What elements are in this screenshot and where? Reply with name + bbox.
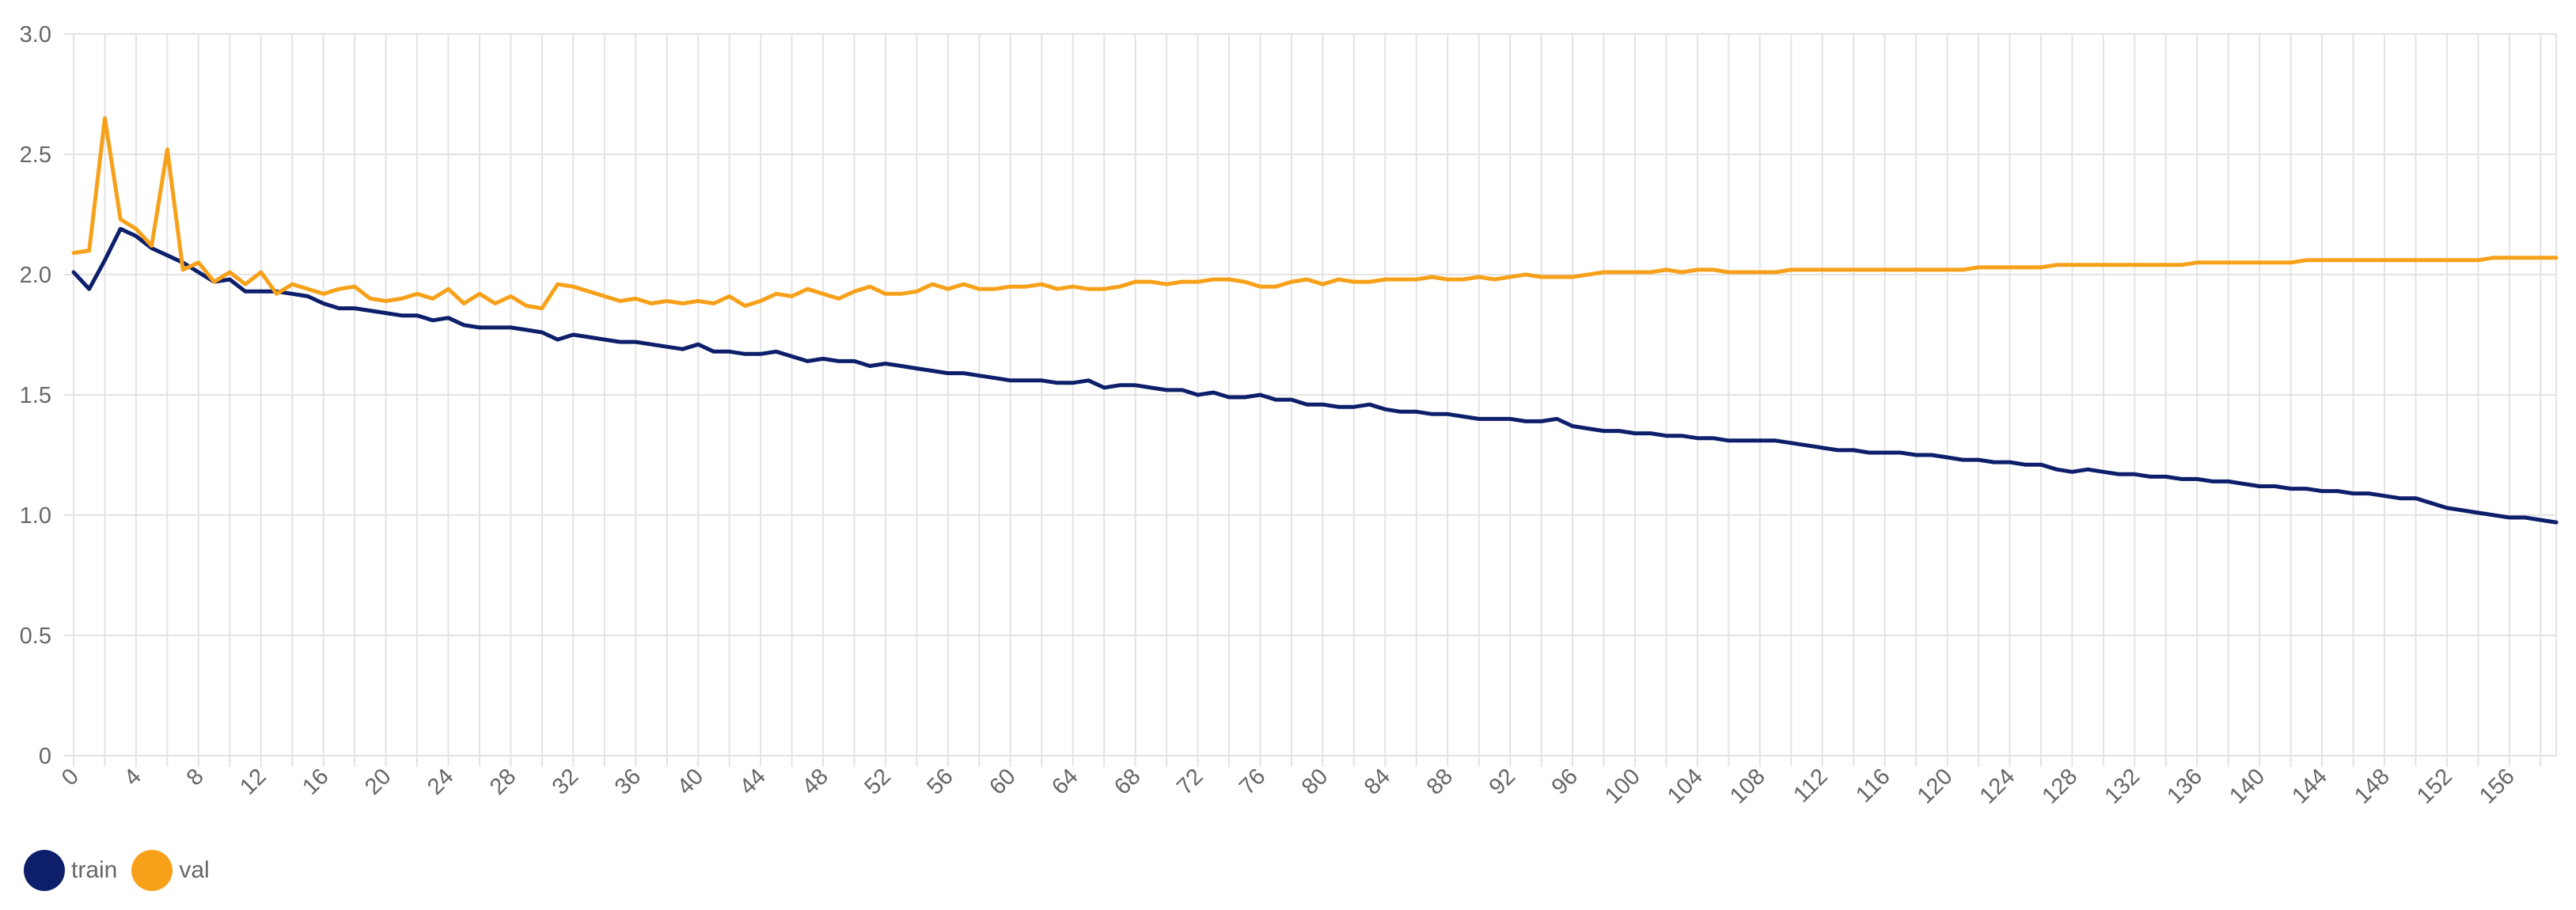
x-axis-tick-labels: 0 4 8 12 16 20 24 28 32 36 40 44 48 52 56 60 64 68 72 76 80 8… (57, 764, 2520, 809)
x-tick-label: 20 (360, 764, 396, 799)
legend-swatch-val (131, 850, 173, 891)
x-tick-label: 120 (1913, 764, 1958, 809)
x-tick-label: 100 (1600, 764, 1645, 809)
x-tick-label: 36 (610, 764, 646, 799)
y-tick-label: 2.5 (20, 142, 51, 168)
y-tick-label: 0 (39, 744, 51, 769)
legend-item-train[interactable]: train (24, 850, 117, 891)
x-tick-label: 68 (1110, 764, 1145, 799)
x-tick-label: 116 (1851, 764, 1895, 807)
x-tick-label: 96 (1547, 764, 1583, 799)
x-tick-label: 24 (423, 764, 458, 799)
x-tick-label: 64 (1047, 764, 1083, 799)
x-tick-label: 28 (485, 764, 521, 799)
x-tick-label: 108 (1725, 764, 1770, 809)
x-tick-label: 72 (1172, 764, 1208, 799)
x-tick-label: 84 (1360, 764, 1395, 799)
x-tick-label: 8 (182, 764, 209, 791)
x-tick-label: 144 (2287, 764, 2332, 809)
x-tick-label: 12 (235, 764, 271, 799)
y-tick-label: 1.5 (20, 383, 51, 408)
legend-item-val[interactable]: val (131, 850, 210, 891)
x-tick-label: 124 (1975, 764, 2020, 809)
x-tick-label: 4 (120, 764, 146, 791)
x-tick-label: 128 (2037, 764, 2082, 809)
x-tick-label: 140 (2225, 764, 2270, 809)
y-axis-tick-labels: 3.0 2.5 2.0 1.5 1.0 0.5 0 (20, 22, 51, 769)
x-tick-label: 132 (2100, 764, 2145, 809)
x-tick-label: 52 (859, 764, 895, 799)
grid-lines (64, 33, 2557, 767)
y-tick-label: 1.0 (20, 503, 51, 529)
series-lines (71, 116, 2559, 525)
x-tick-label: 60 (984, 764, 1020, 799)
y-tick-label: 3.0 (20, 22, 51, 47)
y-tick-label: 2.0 (20, 263, 51, 288)
series-line-train (71, 226, 2559, 525)
x-tick-label: 92 (1485, 764, 1520, 799)
x-tick-label: 80 (1297, 764, 1333, 799)
x-tick-label: 156 (2475, 764, 2520, 809)
x-tick-label: 56 (922, 764, 958, 799)
legend-label-train: train (71, 857, 118, 883)
x-tick-label: 88 (1422, 764, 1458, 799)
legend: train val (24, 848, 224, 893)
x-tick-label: 152 (2412, 764, 2457, 809)
x-tick-label: 16 (298, 764, 333, 799)
series-line-val (71, 116, 2559, 311)
x-tick-label: 76 (1235, 764, 1270, 799)
legend-label-val: val (179, 857, 210, 883)
x-tick-label: 32 (548, 764, 583, 799)
x-tick-label: 104 (1663, 764, 1708, 809)
legend-swatch-train (24, 850, 65, 891)
y-tick-label: 0.5 (20, 624, 51, 649)
x-tick-label: 48 (798, 764, 833, 799)
x-tick-label: 0 (57, 764, 84, 791)
x-tick-label: 40 (673, 764, 708, 799)
x-tick-label: 44 (735, 764, 771, 799)
x-tick-label: 136 (2162, 764, 2207, 809)
x-tick-label: 148 (2350, 764, 2395, 809)
x-tick-label: 112 (1789, 764, 1832, 807)
